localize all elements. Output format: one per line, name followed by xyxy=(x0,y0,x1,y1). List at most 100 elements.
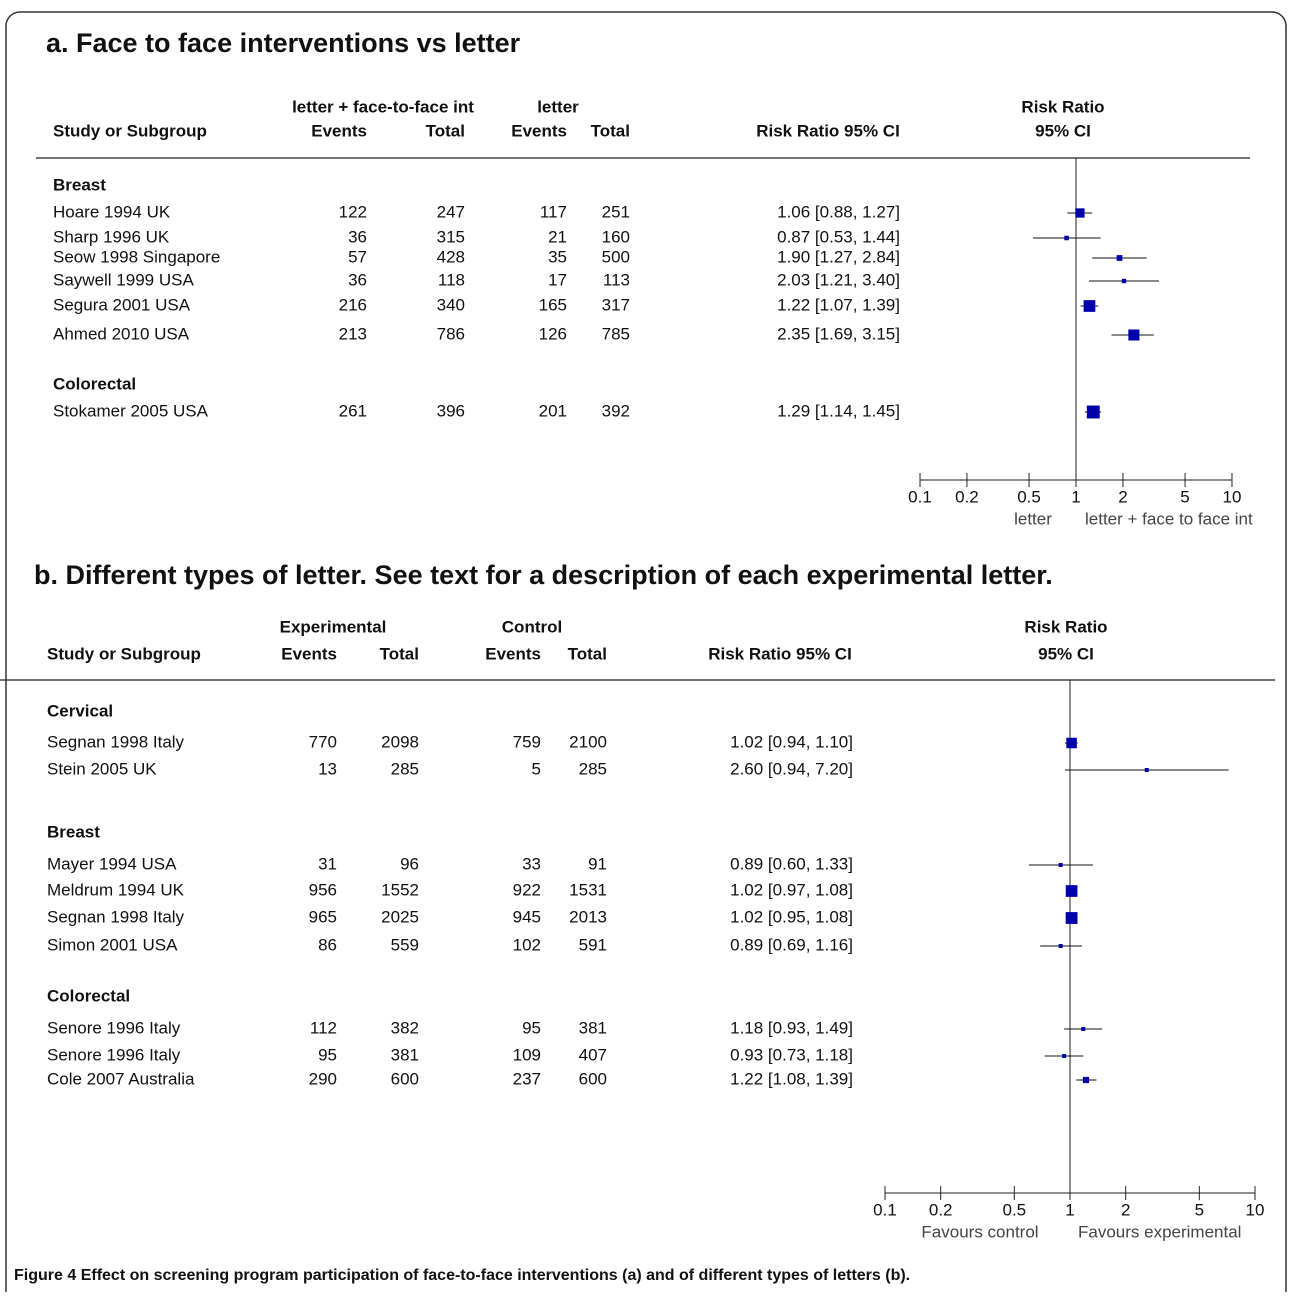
x-tick-label: 0.1 xyxy=(908,487,932,506)
panel-title: a. Face to face interventions vs letter xyxy=(46,28,521,58)
ci-label: 1.22 [1.08, 1.39] xyxy=(730,1069,853,1088)
table-number: 945 xyxy=(513,907,541,926)
study-name: Stein 2005 UK xyxy=(47,759,157,778)
table-number: 1531 xyxy=(569,880,607,899)
ci-label: 1.29 [1.14, 1.45] xyxy=(777,401,900,420)
table-number: 2098 xyxy=(381,732,419,751)
effect-square xyxy=(1086,405,1100,419)
table-number: 392 xyxy=(602,401,630,420)
ci-label: 1.02 [0.97, 1.08] xyxy=(730,880,853,899)
table-number: 117 xyxy=(540,202,567,221)
table-number: 95 xyxy=(318,1045,337,1064)
table-number: 216 xyxy=(339,295,367,314)
table-number: 201 xyxy=(539,401,567,420)
ci-label: 0.89 [0.69, 1.16] xyxy=(730,935,853,954)
column-header: Total xyxy=(426,121,465,140)
effect-square xyxy=(1075,208,1085,218)
table-number: 95 xyxy=(522,1018,541,1037)
table-number: 2025 xyxy=(381,907,419,926)
table-number: 759 xyxy=(513,732,541,751)
table-number: 315 xyxy=(437,227,465,246)
effect-square xyxy=(1065,912,1078,924)
table-number: 213 xyxy=(339,324,367,343)
table-number: 237 xyxy=(513,1069,541,1088)
study-name: Seow 1998 Singapore xyxy=(53,247,220,266)
effect-square xyxy=(1116,255,1123,261)
ci-label: 1.22 [1.07, 1.39] xyxy=(777,295,900,314)
effect-square xyxy=(1082,1076,1090,1084)
table-number: 1552 xyxy=(381,880,419,899)
column-header: Events xyxy=(511,121,567,140)
x-tick-label: 2 xyxy=(1121,1200,1130,1219)
table-number: 113 xyxy=(603,270,630,289)
table-number: 285 xyxy=(391,759,419,778)
table-number: 86 xyxy=(318,935,337,954)
table-number: 2013 xyxy=(569,907,607,926)
ci-label: 2.60 [0.94, 7.20] xyxy=(730,759,853,778)
ci-label: 0.89 [0.60, 1.33] xyxy=(730,854,853,873)
x-tick-label: 0.2 xyxy=(929,1200,953,1219)
group-header: Control xyxy=(502,617,562,636)
caption-label: Figure 4 xyxy=(14,1267,76,1284)
study-name: Saywell 1999 USA xyxy=(53,270,194,289)
effect-square xyxy=(1121,278,1127,284)
subgroup-label: Colorectal xyxy=(53,374,136,393)
group-header: Experimental xyxy=(280,617,387,636)
table-number: 36 xyxy=(348,270,367,289)
table-number: 396 xyxy=(437,401,465,420)
column-header: Total xyxy=(568,644,607,663)
study-name: Segnan 1998 Italy xyxy=(47,907,185,926)
effect-square xyxy=(1058,863,1063,867)
x-tick-label: 0.5 xyxy=(1017,487,1041,506)
favours-label: Favours control xyxy=(921,1222,1038,1241)
ci-label: 2.03 [1.21, 3.40] xyxy=(777,270,900,289)
table-number: 922 xyxy=(513,880,541,899)
ci-label: 1.06 [0.88, 1.27] xyxy=(777,202,900,221)
frame xyxy=(5,11,1287,1297)
table-number: 251 xyxy=(602,202,630,221)
group-header: letter xyxy=(537,97,579,116)
table-number: 382 xyxy=(391,1018,419,1037)
effect-square xyxy=(1066,737,1077,749)
study-name: Simon 2001 USA xyxy=(47,935,178,954)
x-tick-label: 2 xyxy=(1118,487,1127,506)
table-number: 261 xyxy=(339,401,367,420)
column-header: Study or Subgroup xyxy=(47,644,201,663)
table-number: 17 xyxy=(548,270,567,289)
ci-label: 1.18 [0.93, 1.49] xyxy=(730,1018,853,1037)
table-number: 57 xyxy=(348,247,367,266)
table-number: 600 xyxy=(391,1069,419,1088)
effect-square xyxy=(1062,1054,1067,1058)
table-number: 21 xyxy=(548,227,567,246)
table-number: 340 xyxy=(437,295,465,314)
study-name: Segura 2001 USA xyxy=(53,295,191,314)
table-number: 247 xyxy=(437,202,465,221)
column-header: Events xyxy=(485,644,541,663)
ci-label: 1.02 [0.94, 1.10] xyxy=(730,732,853,751)
table-number: 109 xyxy=(513,1045,541,1064)
ci-label: 1.02 [0.95, 1.08] xyxy=(730,907,853,926)
table-number: 5 xyxy=(532,759,541,778)
ci-label: 2.35 [1.69, 3.15] xyxy=(777,324,900,343)
table-number: 96 xyxy=(400,854,419,873)
table-number: 285 xyxy=(579,759,607,778)
study-name: Mayer 1994 USA xyxy=(47,854,177,873)
effect-square xyxy=(1128,329,1140,341)
effect-square xyxy=(1064,235,1069,241)
table-number: 35 xyxy=(548,247,567,266)
effect-square xyxy=(1065,885,1078,897)
ci-label: 0.93 [0.73, 1.18] xyxy=(730,1045,853,1064)
table-number: 770 xyxy=(309,732,337,751)
table-number: 118 xyxy=(438,270,465,289)
table-number: 13 xyxy=(318,759,337,778)
x-tick-label: 10 xyxy=(1246,1200,1265,1219)
table-number: 33 xyxy=(522,854,541,873)
table-number: 786 xyxy=(437,324,465,343)
table-number: 500 xyxy=(602,247,630,266)
table-number: 559 xyxy=(391,935,419,954)
table-number: 2100 xyxy=(569,732,607,751)
table-number: 126 xyxy=(539,324,567,343)
table-number: 112 xyxy=(310,1018,337,1037)
favours-label: Favours experimental xyxy=(1078,1222,1241,1241)
